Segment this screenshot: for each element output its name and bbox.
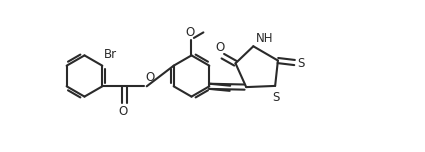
Text: S: S bbox=[297, 57, 304, 70]
Text: O: O bbox=[145, 71, 155, 84]
Text: S: S bbox=[272, 91, 280, 104]
Text: O: O bbox=[186, 26, 195, 39]
Text: O: O bbox=[119, 105, 128, 118]
Text: O: O bbox=[215, 41, 224, 54]
Text: NH: NH bbox=[256, 32, 273, 45]
Text: Br: Br bbox=[104, 48, 117, 61]
